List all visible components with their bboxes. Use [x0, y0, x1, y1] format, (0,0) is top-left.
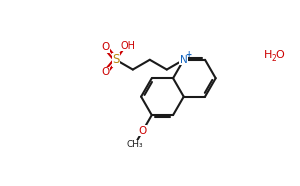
Text: OH: OH [121, 41, 136, 51]
Text: O: O [101, 42, 110, 52]
Text: O: O [139, 126, 147, 136]
Text: CH₃: CH₃ [126, 140, 143, 149]
Text: S: S [112, 53, 119, 66]
Text: H: H [264, 49, 272, 60]
Text: 2: 2 [272, 54, 277, 63]
Text: N: N [180, 55, 188, 65]
Text: O: O [101, 67, 110, 77]
Text: O: O [275, 49, 284, 60]
Text: +: + [186, 50, 192, 59]
